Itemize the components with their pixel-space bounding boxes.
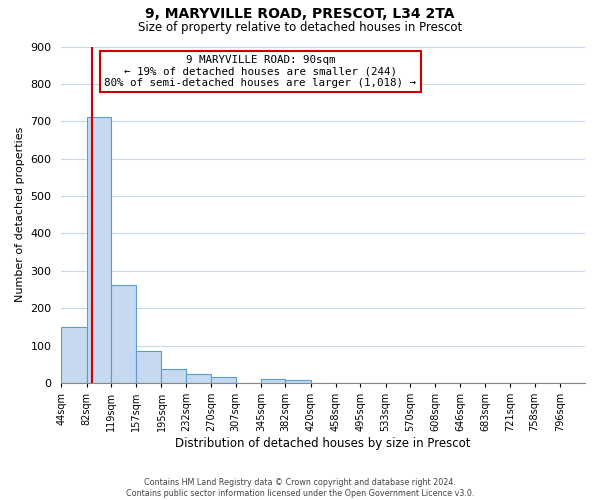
Bar — [211, 378, 236, 383]
Text: Size of property relative to detached houses in Prescot: Size of property relative to detached ho… — [138, 21, 462, 34]
Bar — [186, 374, 211, 383]
Bar — [261, 380, 286, 383]
Text: Contains HM Land Registry data © Crown copyright and database right 2024.
Contai: Contains HM Land Registry data © Crown c… — [126, 478, 474, 498]
Y-axis label: Number of detached properties: Number of detached properties — [15, 127, 25, 302]
X-axis label: Distribution of detached houses by size in Prescot: Distribution of detached houses by size … — [175, 437, 471, 450]
Text: 9 MARYVILLE ROAD: 90sqm
← 19% of detached houses are smaller (244)
80% of semi-d: 9 MARYVILLE ROAD: 90sqm ← 19% of detache… — [104, 55, 416, 88]
Bar — [286, 380, 311, 383]
Bar — [61, 327, 86, 383]
Text: 9, MARYVILLE ROAD, PRESCOT, L34 2TA: 9, MARYVILLE ROAD, PRESCOT, L34 2TA — [145, 8, 455, 22]
Bar — [86, 117, 111, 383]
Bar — [111, 284, 136, 383]
Bar — [161, 369, 186, 383]
Bar — [136, 352, 161, 383]
